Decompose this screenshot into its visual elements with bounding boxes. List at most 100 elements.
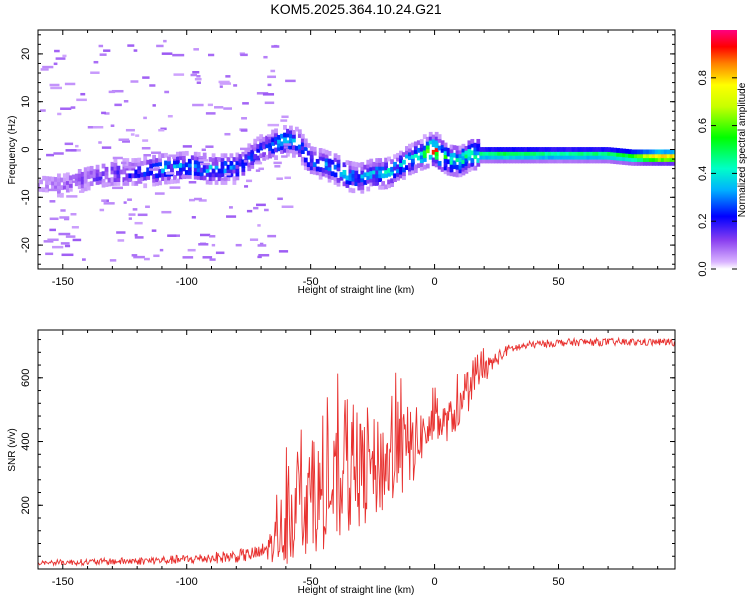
heatmap-cell [526,158,531,164]
heatmap-speckle [80,92,86,96]
heatmap-cell [164,152,168,158]
heatmap-cell [357,185,362,191]
heatmap-speckle [70,106,76,109]
heatmap-cell [38,186,40,192]
heatmap-cell [101,163,106,169]
colorbar-tick-label: 0.4 [697,166,709,181]
heatmap-speckle [135,134,140,137]
heatmap-cell [515,158,519,164]
heatmap-cell [666,153,671,159]
heatmap-cell [202,152,207,158]
heatmap-cell [193,174,198,180]
heatmap-cell [512,154,516,160]
spectrogram-x-tick-label: -100 [176,276,198,288]
heatmap-cell [637,149,641,155]
heatmap-cell [571,147,576,152]
heatmap-cell [262,152,267,157]
heatmap-speckle [130,133,135,136]
heatmap-cell [419,154,424,160]
heatmap-cell [378,169,383,175]
heatmap-speckle [148,168,159,171]
heatmap-speckle [53,62,58,66]
heatmap-cell [467,148,472,153]
heatmap-speckle [264,101,275,105]
heatmap-speckle [168,154,177,157]
heatmap-cell [461,166,466,172]
heatmap-cell [419,150,424,156]
heatmap-speckle [151,151,162,154]
heatmap-cell [173,178,177,184]
heatmap-cell [619,148,623,154]
heatmap-cell [110,165,115,171]
heatmap-cell [348,180,353,185]
heatmap-cell [256,155,261,161]
heatmap-speckle [209,235,216,238]
heatmap-cell [241,151,246,157]
heatmap-cell [244,153,249,159]
heatmap-cell [544,147,549,152]
heatmap-cell [342,169,347,175]
heatmap-cell [372,181,377,186]
heatmap-cell [440,147,445,153]
heatmap-cell [223,168,228,174]
heatmap-speckle [122,140,130,143]
heatmap-cell [86,185,91,191]
heatmap-cell [51,180,55,186]
heatmap-cell [601,158,606,164]
heatmap-cell [470,138,475,144]
heatmap-cell [491,147,496,152]
heatmap-cell [113,181,118,186]
heatmap-speckle [182,145,192,148]
heatmap-cell [291,149,296,154]
heatmap-cell [232,164,237,170]
heatmap-cell [571,158,576,164]
heatmap-speckle [143,116,147,120]
heatmap-cell [65,172,70,178]
heatmap-speckle [53,152,64,155]
heatmap-speckle [284,176,291,180]
heatmap-cell [89,169,94,175]
heatmap-speckle [240,147,252,151]
heatmap-cell [416,155,421,161]
heatmap-cell [235,164,240,169]
heatmap-speckle [66,195,78,198]
heatmap-cell [616,159,620,165]
heatmap-cell [604,158,609,164]
heatmap-cell [619,159,623,165]
heatmap-cell [396,164,400,170]
heatmap-cell [369,162,374,168]
heatmap-cell [479,147,484,152]
heatmap-cell [366,167,371,173]
heatmap-speckle [259,242,264,246]
heatmap-speckle [134,221,143,225]
heatmap-speckle [142,76,150,79]
heatmap-cell [494,154,499,160]
heatmap-cell [419,158,424,164]
heatmap-cell [202,167,207,173]
heatmap-cell [634,153,638,159]
heatmap-cell [506,154,510,160]
heatmap-cell [485,154,490,160]
heatmap-cell [550,147,555,152]
heatmap-cell [443,165,448,171]
heatmap-cell [556,154,561,160]
heatmap-cell [265,143,270,149]
heatmap-cell [425,163,430,169]
heatmap-cell [289,129,293,135]
heatmap-cell [152,154,156,160]
heatmap-cell [131,173,136,179]
heatmap-speckle [118,138,130,141]
heatmap-speckle [273,161,282,165]
heatmap-cell [529,154,534,160]
heatmap-speckle [64,82,76,86]
heatmap-cell [470,150,475,156]
heatmap-cell [378,177,383,183]
heatmap-cell [390,178,394,184]
heatmap-cell [167,179,171,185]
heatmap-speckle [92,125,104,129]
heatmap-cell [467,144,472,150]
heatmap-cell [434,147,439,152]
heatmap-cell [407,147,412,153]
heatmap-cell [577,150,582,156]
heatmap-cell [294,145,299,151]
